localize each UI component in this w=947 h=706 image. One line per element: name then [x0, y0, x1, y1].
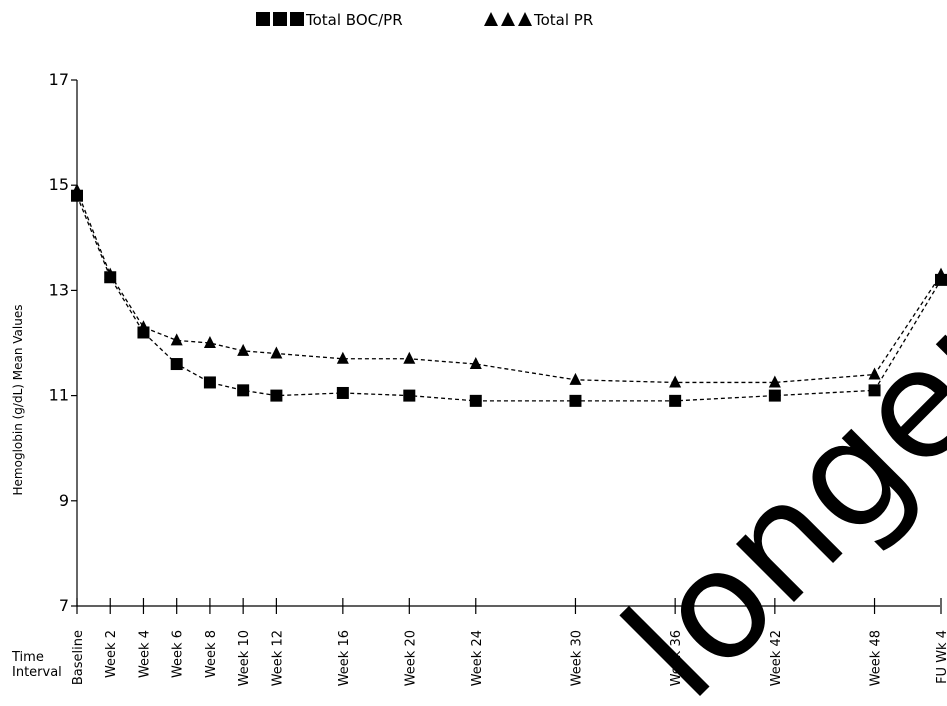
- data-point-pr: [669, 375, 682, 388]
- data-point-pr: [71, 183, 83, 196]
- y-tick-label: 13: [49, 280, 69, 299]
- data-point-boc-pr: [868, 384, 881, 397]
- data-point-boc-pr: [170, 358, 183, 371]
- x-axis-label: Time: [11, 650, 44, 665]
- data-point-pr: [237, 343, 250, 356]
- y-ticks: 7 9 11 13 15 17: [49, 70, 77, 615]
- data-point-boc-pr: [469, 394, 482, 407]
- legend-marker-triangle: [501, 12, 515, 26]
- y-tick-label: 15: [49, 175, 69, 194]
- legend-marker-square: [273, 12, 287, 26]
- legend-marker-square: [256, 12, 270, 26]
- data-point-boc-pr: [270, 389, 283, 402]
- y-tick-label: 9: [59, 491, 69, 510]
- x-tick-label: Baseline: [71, 630, 86, 685]
- legend-series-1-label: Total BOC/PR: [305, 11, 403, 29]
- data-point-boc-pr: [403, 389, 416, 402]
- x-tick-label: Week 20: [403, 630, 418, 686]
- legend-marker-triangle: [484, 12, 498, 26]
- x-tick-label: Week 48: [869, 630, 884, 686]
- watermark-text: longer a: [592, 172, 947, 706]
- x-tick-label: Week 10: [237, 630, 252, 686]
- data-point-pr: [469, 357, 482, 370]
- x-ticks: Baseline Week 2 Week 4 Week 6 Week 8 Week 10 W…: [71, 598, 947, 686]
- data-point-pr: [203, 336, 216, 348]
- x-tick-label: Week 4: [137, 630, 152, 678]
- data-point-pr: [336, 351, 349, 364]
- legend-marker-square: [290, 12, 304, 26]
- legend-marker-triangle: [518, 12, 532, 26]
- data-point-pr: [270, 346, 283, 359]
- series-line-2: [76, 190, 942, 384]
- data-point-boc-pr: [203, 376, 216, 389]
- data-point-pr: [104, 267, 117, 280]
- data-point-pr: [868, 367, 881, 380]
- x-tick-label: Week 12: [270, 630, 285, 686]
- data-point-boc-pr: [569, 394, 582, 407]
- x-tick-label: Week 24: [470, 630, 485, 686]
- legend-series-2-label: Total PR: [533, 11, 593, 29]
- data-point-pr: [768, 375, 781, 388]
- x-tick-label: Week 16: [337, 630, 352, 686]
- data-point-pr: [137, 320, 150, 333]
- x-tick-label: Week 36: [669, 630, 684, 686]
- x-tick-label: Week 2: [104, 630, 119, 678]
- y-axis-label: Hemoglobin (g/dL) Mean Values: [11, 305, 25, 496]
- data-point-boc-pr: [669, 394, 682, 407]
- x-tick-label: Week 8: [204, 630, 219, 678]
- x-tick-label: Week 42: [769, 630, 784, 686]
- y-tick-label: 11: [49, 386, 69, 405]
- x-axis-label-line2: Interval: [12, 665, 62, 680]
- x-tick-label: FU Wk 4: [935, 630, 947, 684]
- data-point-pr: [403, 351, 416, 364]
- series-layer: [71, 183, 947, 407]
- data-point-boc-pr: [237, 384, 250, 397]
- data-point-pr: [170, 333, 183, 346]
- data-point-pr: [569, 372, 582, 385]
- x-tick-label: Week 6: [171, 630, 186, 678]
- data-point-pr: [935, 267, 947, 280]
- data-point-boc-pr: [768, 389, 781, 402]
- y-tick-label: 17: [49, 70, 69, 89]
- data-point-boc-pr: [336, 386, 349, 399]
- series-line-1: [76, 195, 942, 402]
- x-tick-label: Week 30: [569, 630, 584, 686]
- legend: Total BOC/PR Total PR: [256, 11, 593, 29]
- y-tick-label: 7: [59, 596, 69, 615]
